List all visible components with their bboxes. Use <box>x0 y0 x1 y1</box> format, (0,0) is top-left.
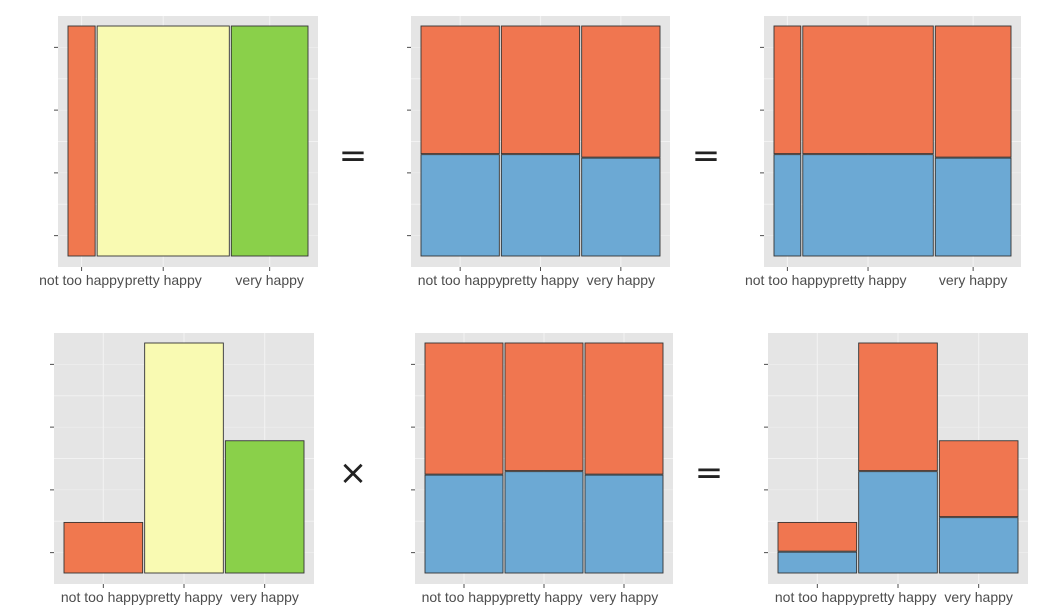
bar-not-too-happy-segment-1 <box>777 551 858 574</box>
equals-operator-top-right: = <box>692 136 721 176</box>
x-tick-label-very-happy: very happy <box>235 272 303 288</box>
x-tick-label-very-happy: very happy <box>587 272 655 288</box>
bar-not-too-happy-segment-2 <box>773 25 802 155</box>
bar-pretty-happy-segment-1 <box>500 154 581 257</box>
x-tick-label-pretty-happy: pretty happy <box>145 589 222 605</box>
panel-3: not too happy pretty happy very happy <box>745 16 1021 288</box>
equals-operator-top-left: = <box>339 136 368 176</box>
x-tick-label-not-too-happy: not too happy <box>422 589 507 605</box>
equals-operator-bottom-right: = <box>695 453 724 493</box>
bar-not-too-happy-segment-1 <box>67 25 96 257</box>
x-tick-label-not-too-happy: not too happy <box>61 589 146 605</box>
bar-pretty-happy-segment-1 <box>504 471 584 574</box>
bar-very-happy-segment-1 <box>224 440 305 574</box>
bar-not-too-happy-segment-2 <box>420 25 500 155</box>
bar-pretty-happy-segment-2 <box>858 342 938 472</box>
bar-not-too-happy-segment-1 <box>420 154 500 257</box>
x-tick-label-not-too-happy: not too happy <box>418 272 503 288</box>
bar-pretty-happy-segment-1 <box>144 342 224 574</box>
x-tick-label-very-happy: very happy <box>590 589 658 605</box>
bar-very-happy-segment-1 <box>581 157 661 257</box>
bar-very-happy-segment-2 <box>581 25 661 158</box>
bar-not-too-happy-segment-1 <box>773 154 802 257</box>
bar-pretty-happy-segment-2 <box>500 25 581 155</box>
bar-pretty-happy-segment-2 <box>802 25 934 155</box>
bar-pretty-happy-segment-1 <box>858 471 938 574</box>
bar-pretty-happy-segment-1 <box>96 25 230 257</box>
x-tick-label-not-too-happy: not too happy <box>745 272 830 288</box>
x-tick-label-very-happy: very happy <box>230 589 298 605</box>
bar-very-happy-segment-1 <box>934 157 1012 257</box>
x-tick-label-pretty-happy: pretty happy <box>859 589 936 605</box>
x-tick-label-not-too-happy: not too happy <box>775 589 860 605</box>
panel-6: not too happy pretty happy very happy <box>764 333 1028 605</box>
bar-not-too-happy-segment-2 <box>777 521 858 552</box>
panel-5: not too happy pretty happy very happy <box>411 333 673 605</box>
bar-pretty-happy-segment-1 <box>802 154 934 257</box>
bar-not-too-happy-segment-2 <box>424 342 504 475</box>
times-operator-bottom-left: × <box>339 453 368 493</box>
x-tick-label-pretty-happy: pretty happy <box>830 272 907 288</box>
panel-4: not too happy pretty happy very happy <box>50 333 314 605</box>
bar-pretty-happy-segment-2 <box>504 342 584 472</box>
bar-very-happy-segment-2 <box>938 440 1019 518</box>
x-tick-label-very-happy: very happy <box>944 589 1012 605</box>
x-tick-label-pretty-happy: pretty happy <box>502 272 579 288</box>
chart-panels: not too happy pretty happy very happy not t… <box>39 16 1028 605</box>
bar-very-happy-segment-2 <box>934 25 1012 158</box>
x-tick-label-pretty-happy: pretty happy <box>125 272 202 288</box>
panel-2: not too happy pretty happy very happy <box>407 16 670 288</box>
x-tick-label-not-too-happy: not too happy <box>39 272 124 288</box>
bar-very-happy-segment-1 <box>938 517 1019 574</box>
x-tick-label-pretty-happy: pretty happy <box>505 589 582 605</box>
bar-very-happy-segment-1 <box>230 25 309 257</box>
panel-1: not too happy pretty happy very happy <box>39 16 318 288</box>
bar-very-happy-segment-1 <box>584 474 664 574</box>
bar-not-too-happy-segment-1 <box>63 521 144 574</box>
x-tick-label-very-happy: very happy <box>939 272 1007 288</box>
bar-not-too-happy-segment-1 <box>424 474 504 574</box>
bar-very-happy-segment-2 <box>584 342 664 475</box>
